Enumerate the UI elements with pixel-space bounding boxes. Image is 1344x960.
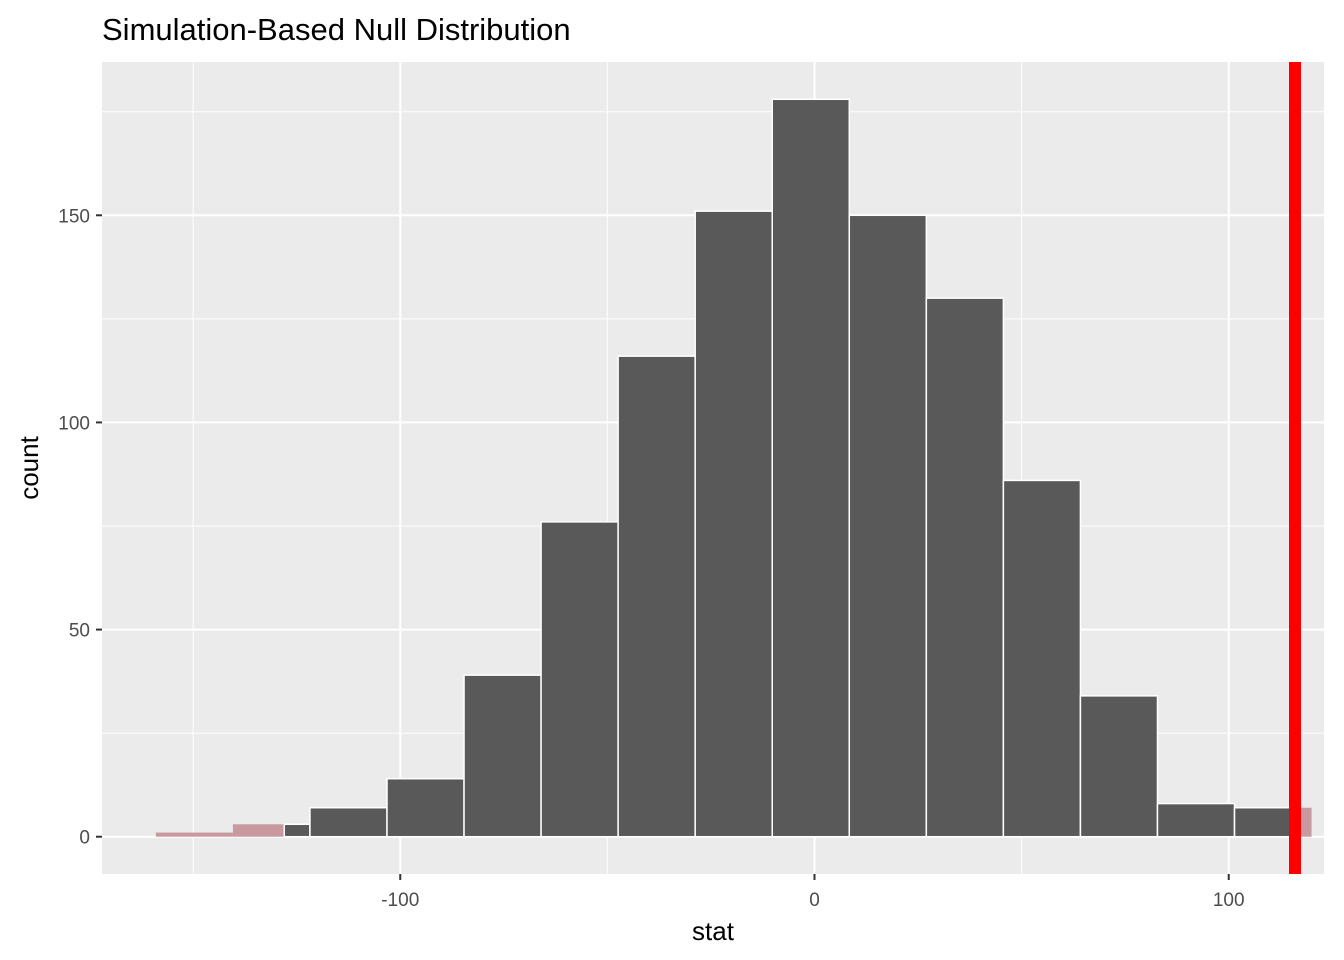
x-tick-label: 0 xyxy=(809,890,820,911)
histogram-bar xyxy=(694,210,773,838)
histogram-bar xyxy=(925,297,1005,838)
histogram-bar xyxy=(540,521,619,838)
histogram-bar-shaded xyxy=(155,832,233,837)
histogram-bars xyxy=(155,98,1312,838)
histogram-bar xyxy=(1079,695,1159,838)
histogram-bar xyxy=(1002,479,1082,838)
axis-ticks: -100 0 100 0 50 100 150 xyxy=(58,206,1244,911)
y-tick-label: 150 xyxy=(58,206,90,227)
y-axis-title: count xyxy=(14,435,44,499)
histogram-bar xyxy=(848,214,928,838)
histogram-bar xyxy=(386,777,465,838)
histogram-bar xyxy=(771,98,851,838)
histogram-bar xyxy=(1233,806,1296,838)
x-tick-label: 100 xyxy=(1213,890,1245,911)
y-tick-label: 100 xyxy=(58,413,90,434)
x-axis-title: stat xyxy=(692,916,735,946)
y-tick-label: 50 xyxy=(69,621,90,642)
histogram-bar xyxy=(309,806,388,838)
histogram-bar xyxy=(463,674,542,838)
histogram-bar-shaded xyxy=(232,824,285,837)
y-tick-label: 0 xyxy=(79,828,90,849)
chart-title: Simulation-Based Null Distribution xyxy=(102,12,571,47)
x-tick-label: -100 xyxy=(381,890,419,911)
histogram-bar xyxy=(617,355,696,838)
histogram-bar xyxy=(283,823,311,838)
histogram-bar xyxy=(1156,802,1236,838)
